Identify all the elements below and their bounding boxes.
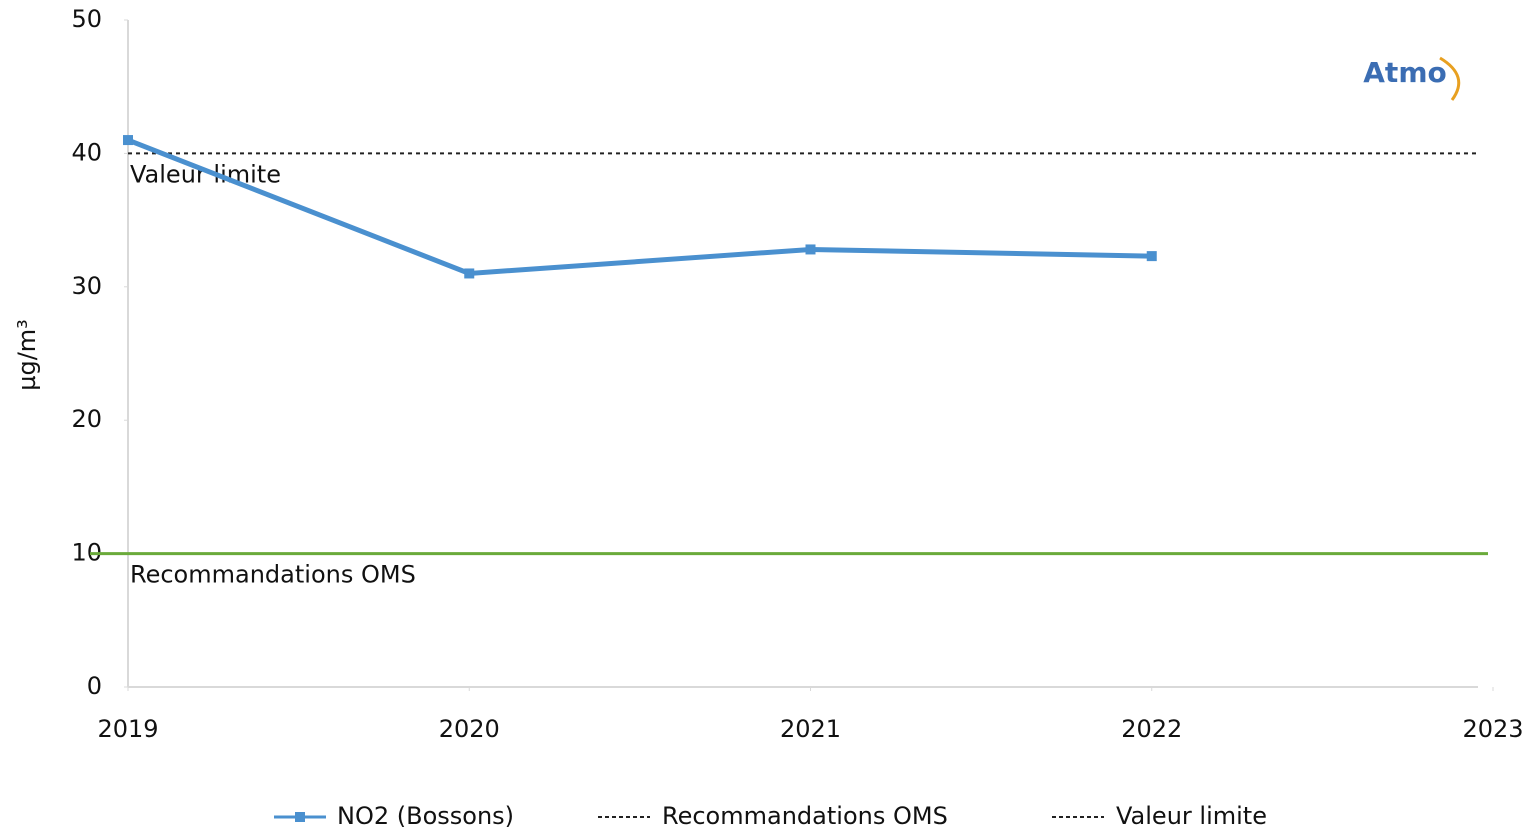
reference-label: Recommandations OMS bbox=[130, 561, 416, 589]
logo-arc bbox=[1439, 56, 1461, 101]
series-line bbox=[127, 137, 1152, 276]
legend-label: Valeur limite bbox=[1116, 802, 1267, 830]
y-tick-label: 20 bbox=[71, 405, 102, 433]
reference-label: Valeur limite bbox=[130, 160, 281, 188]
y-tick-label: 30 bbox=[71, 272, 102, 300]
x-tick-label: 2020 bbox=[439, 715, 500, 743]
logo: Atmo bbox=[1363, 56, 1446, 89]
legend-label: NO2 (Bossons) bbox=[337, 802, 514, 830]
point bbox=[805, 244, 816, 255]
legend-label: Recommandations OMS bbox=[662, 802, 948, 830]
point bbox=[464, 268, 475, 279]
y-tick-label: 0 bbox=[87, 672, 102, 700]
x-tick-label: 2023 bbox=[1462, 715, 1523, 743]
x-tick-label: 2019 bbox=[97, 715, 158, 743]
y-tick-label: 50 bbox=[71, 5, 102, 33]
x-tick-label: 2021 bbox=[780, 715, 841, 743]
legend-swatch-marker bbox=[295, 812, 305, 822]
y-tick-label: 40 bbox=[71, 138, 102, 166]
x-tick-label: 2022 bbox=[1121, 715, 1182, 743]
y-axis-label: µg/m³ bbox=[13, 319, 41, 391]
point bbox=[1146, 251, 1157, 262]
point bbox=[123, 135, 133, 146]
